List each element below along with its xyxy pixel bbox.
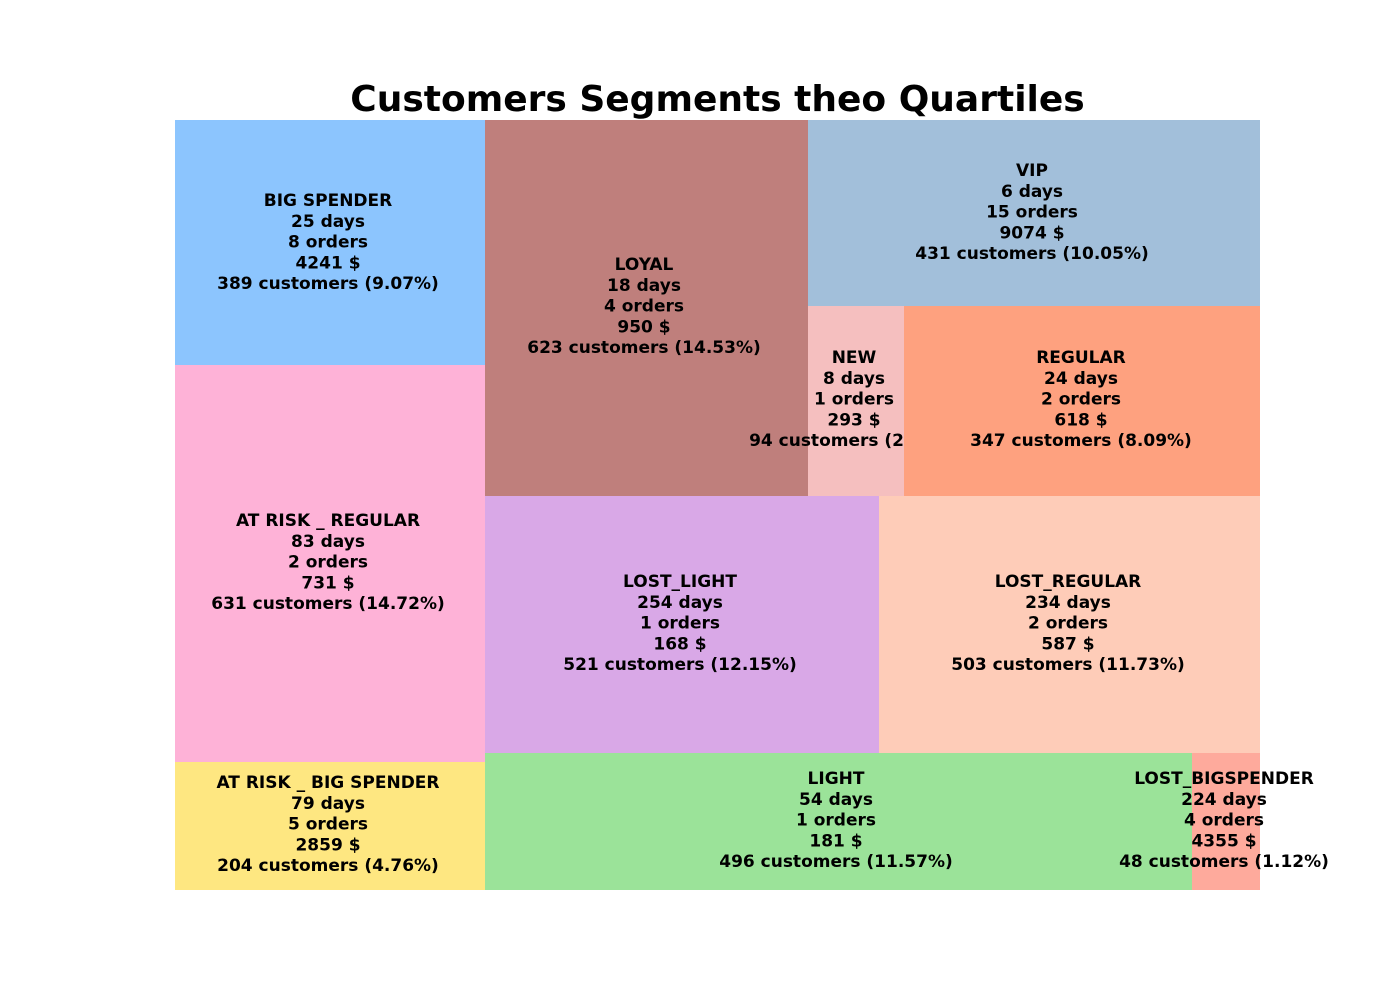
segment-orders-label: 1 orders bbox=[640, 614, 720, 634]
segment-name-label: VIP bbox=[1016, 161, 1048, 181]
segment-spend-label: 950 $ bbox=[617, 317, 670, 337]
segment-customers-label: 431 customers (10.05%) bbox=[915, 244, 1149, 264]
segment-name-label: BIG SPENDER bbox=[264, 191, 393, 211]
segment-orders-label: 8 orders bbox=[288, 233, 368, 253]
segment-days-label: 83 days bbox=[291, 532, 365, 552]
segment-name-label: LIGHT bbox=[808, 769, 865, 789]
segment-customers-label: 48 customers (1.12%) bbox=[1119, 852, 1329, 872]
segment-rect bbox=[175, 365, 485, 762]
segment-orders-label: 2 orders bbox=[288, 553, 368, 573]
segment-days-label: 224 days bbox=[1181, 790, 1267, 810]
segment-spend-label: 181 $ bbox=[809, 831, 862, 851]
segment-orders-label: 15 orders bbox=[986, 203, 1078, 223]
segment-spend-label: 587 $ bbox=[1041, 634, 1094, 654]
segment-rect bbox=[485, 496, 879, 753]
segment-rect bbox=[904, 306, 1260, 496]
segment-rect bbox=[485, 753, 1192, 890]
segment-days-label: 234 days bbox=[1025, 593, 1111, 613]
segment-name-label: AT RISK _ REGULAR bbox=[236, 511, 420, 531]
segment-rect bbox=[485, 120, 808, 496]
segment-name-label: LOST_REGULAR bbox=[995, 572, 1142, 592]
segment-orders-label: 2 orders bbox=[1028, 614, 1108, 634]
chart-title: Customers Segments theo Quartiles bbox=[350, 79, 1085, 120]
segment-rect bbox=[808, 120, 1260, 306]
segment-orders-label: 1 orders bbox=[796, 811, 876, 831]
segment-spend-label: 618 $ bbox=[1054, 410, 1107, 430]
segment-rect bbox=[879, 496, 1260, 753]
segment-name-label: LOST_BIGSPENDER bbox=[1134, 769, 1314, 789]
segment-days-label: 18 days bbox=[607, 276, 681, 296]
segment-customers-label: 389 customers (9.07%) bbox=[217, 274, 439, 294]
segment-days-label: 6 days bbox=[1001, 182, 1063, 202]
segment-days-label: 79 days bbox=[291, 794, 365, 814]
segment-name-label: LOST_LIGHT bbox=[623, 572, 737, 592]
segment-rect bbox=[1192, 753, 1260, 890]
segment-days-label: 25 days bbox=[291, 212, 365, 232]
segment-days-label: 254 days bbox=[637, 593, 723, 613]
segment-rect bbox=[175, 120, 485, 365]
segment-orders-label: 2 orders bbox=[1041, 390, 1121, 410]
segment-orders-label: 5 orders bbox=[288, 815, 368, 835]
segment-orders-label: 4 orders bbox=[1184, 811, 1264, 831]
segment-customers-label: 204 customers (4.76%) bbox=[217, 856, 439, 876]
segment-customers-label: 631 customers (14.72%) bbox=[211, 594, 445, 614]
segment-name-label: NEW bbox=[832, 348, 877, 368]
segment-spend-label: 168 $ bbox=[653, 634, 706, 654]
segment-spend-label: 2859 $ bbox=[295, 835, 360, 855]
segment-spend-label: 4355 $ bbox=[1191, 831, 1256, 851]
segment-orders-label: 4 orders bbox=[604, 297, 684, 317]
segment-rect bbox=[808, 306, 904, 496]
segment-spend-label: 9074 $ bbox=[999, 223, 1064, 243]
segment-days-label: 8 days bbox=[823, 369, 885, 389]
segment-days-label: 54 days bbox=[799, 790, 873, 810]
segment-name-label: LOYAL bbox=[615, 255, 674, 275]
segment-customers-label: 521 customers (12.15%) bbox=[563, 655, 797, 675]
segment-spend-label: 731 $ bbox=[301, 573, 354, 593]
segment-customers-label: 496 customers (11.57%) bbox=[719, 852, 953, 872]
segment-orders-label: 1 orders bbox=[814, 390, 894, 410]
segment-customers-label: 347 customers (8.09%) bbox=[970, 431, 1192, 451]
segment-days-label: 24 days bbox=[1044, 369, 1118, 389]
segment-customers-label: 503 customers (11.73%) bbox=[951, 655, 1185, 675]
segment-spend-label: 4241 $ bbox=[295, 253, 360, 273]
segment-rect bbox=[175, 762, 485, 890]
segment-name-label: AT RISK _ BIG SPENDER bbox=[216, 773, 439, 793]
segment-spend-label: 293 $ bbox=[827, 410, 880, 430]
segment-customers-label: 623 customers (14.53%) bbox=[527, 338, 761, 358]
segment-name-label: REGULAR bbox=[1036, 348, 1126, 368]
